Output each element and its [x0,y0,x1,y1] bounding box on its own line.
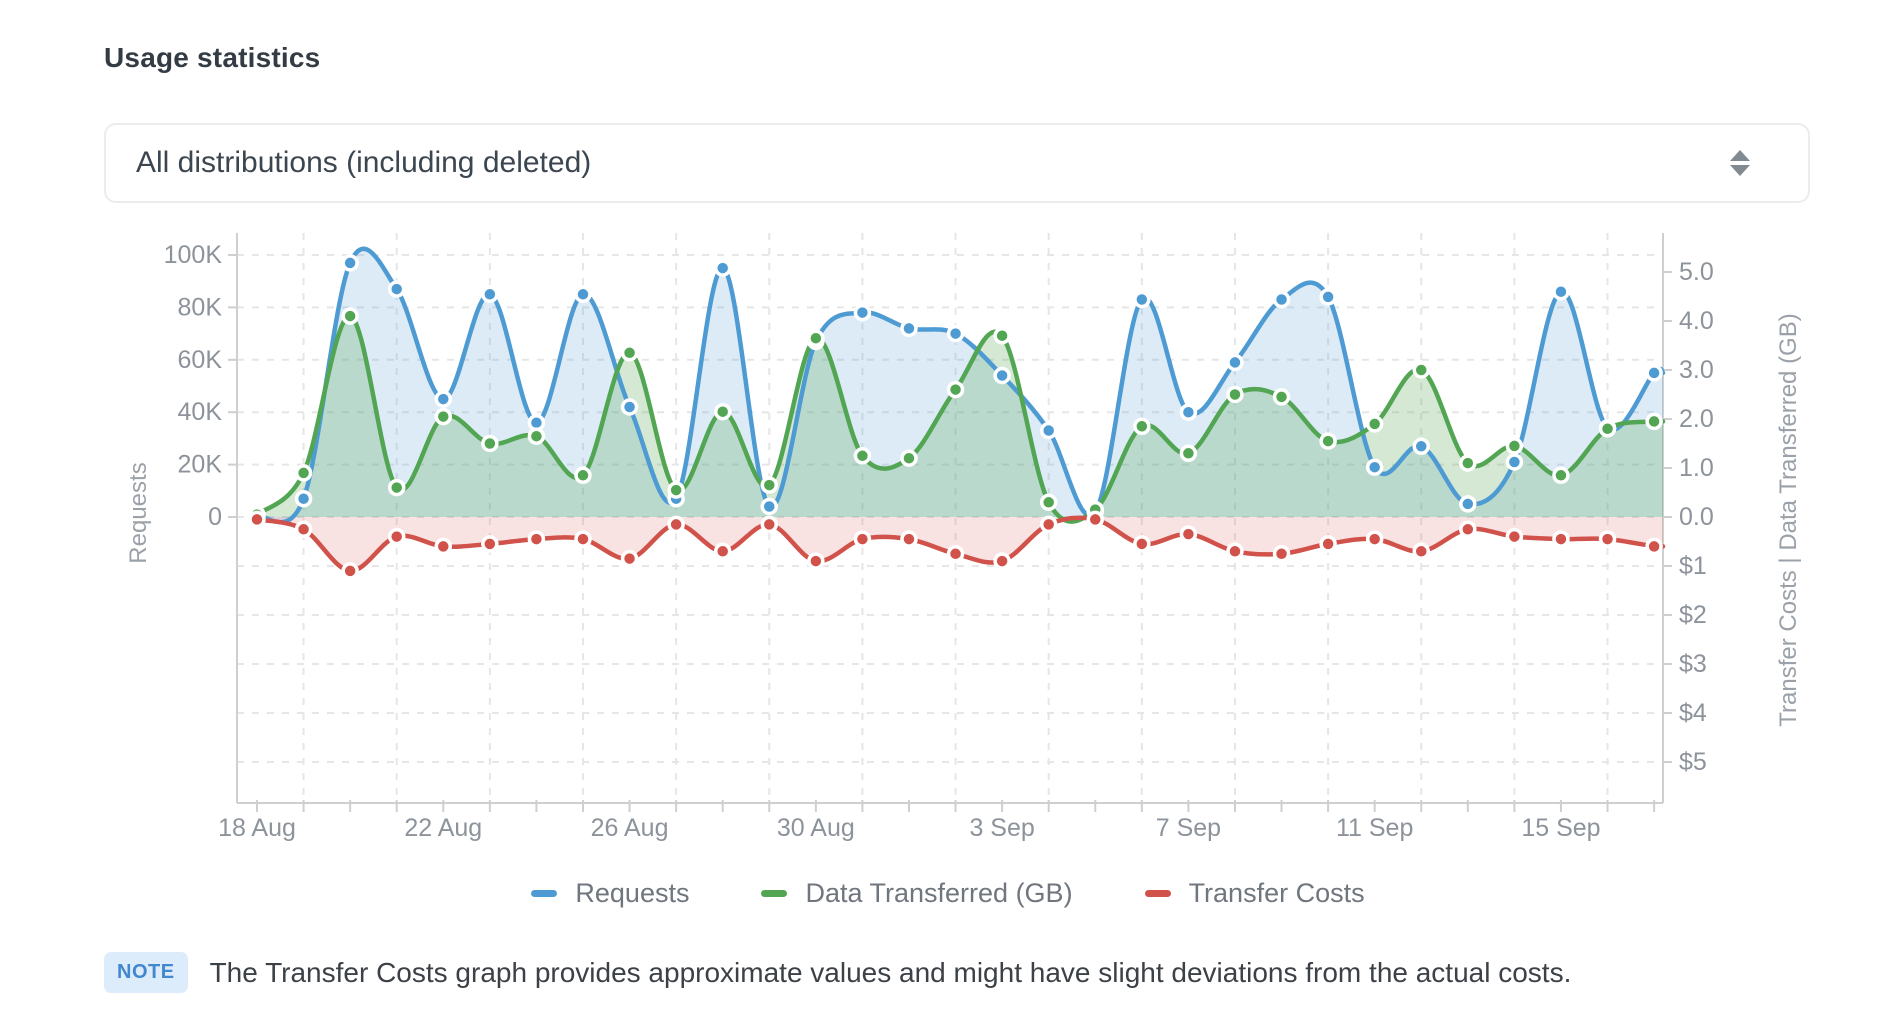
legend-dash-icon [531,890,558,897]
svg-text:3.0: 3.0 [1679,356,1714,384]
arrow-down-icon [1730,165,1750,176]
transfer-costs-area [257,517,1663,571]
legend-dash-icon [761,890,788,897]
svg-text:20K: 20K [178,451,223,479]
svg-text:3 Sep: 3 Sep [969,814,1034,842]
svg-text:60K: 60K [178,346,223,374]
svg-text:$2: $2 [1679,601,1707,629]
legend-label: Data Transferred (GB) [805,878,1073,908]
data-transferred-gb-points [248,307,1663,524]
svg-text:7 Sep: 7 Sep [1156,814,1221,842]
data-transferred-gb-area [257,316,1663,522]
arrow-up-icon [1730,150,1750,161]
distribution-select-value: All distributions (including deleted) [136,146,592,179]
page-title: Usage statistics [104,42,321,73]
svg-text:$3: $3 [1679,650,1707,678]
note-text: The Transfer Costs graph provides approx… [209,956,1572,988]
select-updown-icon [1730,150,1750,176]
svg-text:$5: $5 [1679,748,1707,776]
axis-lines [228,233,1672,812]
svg-text:40K: 40K [178,398,223,426]
svg-text:11 Sep: 11 Sep [1336,814,1413,842]
svg-text:1.0: 1.0 [1679,454,1714,482]
svg-text:2.0: 2.0 [1679,405,1714,433]
legend-label: Transfer Costs [1188,878,1365,908]
legend-label: Requests [575,878,690,908]
legend-item-transfer-costs[interactable]: Transfer Costs [1144,878,1365,909]
distribution-select[interactable]: All distributions (including deleted) [104,123,1810,203]
svg-text:$4: $4 [1679,699,1707,727]
svg-text:30 Aug: 30 Aug [777,814,855,842]
svg-text:5.0: 5.0 [1679,258,1714,286]
svg-text:15 Sep: 15 Sep [1521,814,1600,842]
right-axis-title: Transfer Costs | Data Transferred (GB) [1775,313,1802,726]
svg-text:22 Aug: 22 Aug [404,814,482,842]
note: NOTE The Transfer Costs graph provides a… [104,952,1571,993]
usage-chart: 0 20K 40K 60K 80K 100K 0.0 1.0 2.0 3.0 4.0 5.0 $1 $2 $… [104,225,1834,875]
svg-text:18 Aug: 18 Aug [218,814,296,842]
svg-text:4.0: 4.0 [1679,307,1714,335]
legend-dash-icon [1144,890,1171,897]
axis-tick-labels: 0 20K 40K 60K 80K 100K 0.0 1.0 2.0 3.0 4.0 5.0 $1 $2 $… [164,241,1714,842]
transfer-costs-points [248,510,1663,580]
legend-item-data-transferred-gb[interactable]: Data Transferred (GB) [761,878,1073,909]
svg-text:80K: 80K [178,293,223,321]
note-badge: NOTE [104,952,188,993]
legend-item-requests[interactable]: Requests [531,878,689,909]
left-axis-title: Requests [125,462,152,563]
requests-points [248,254,1663,525]
usage-chart-svg: 0 20K 40K 60K 80K 100K 0.0 1.0 2.0 3.0 4.0 5.0 $1 $2 $… [125,233,1802,842]
svg-text:0: 0 [208,503,222,531]
chart-legend: Requests Data Transferred (GB) Transfer Co… [0,878,1896,909]
grid-lines [237,233,1663,803]
svg-text:0.0: 0.0 [1679,503,1714,531]
svg-text:100K: 100K [164,241,223,269]
svg-text:$1: $1 [1679,552,1707,580]
svg-text:26 Aug: 26 Aug [591,814,669,842]
